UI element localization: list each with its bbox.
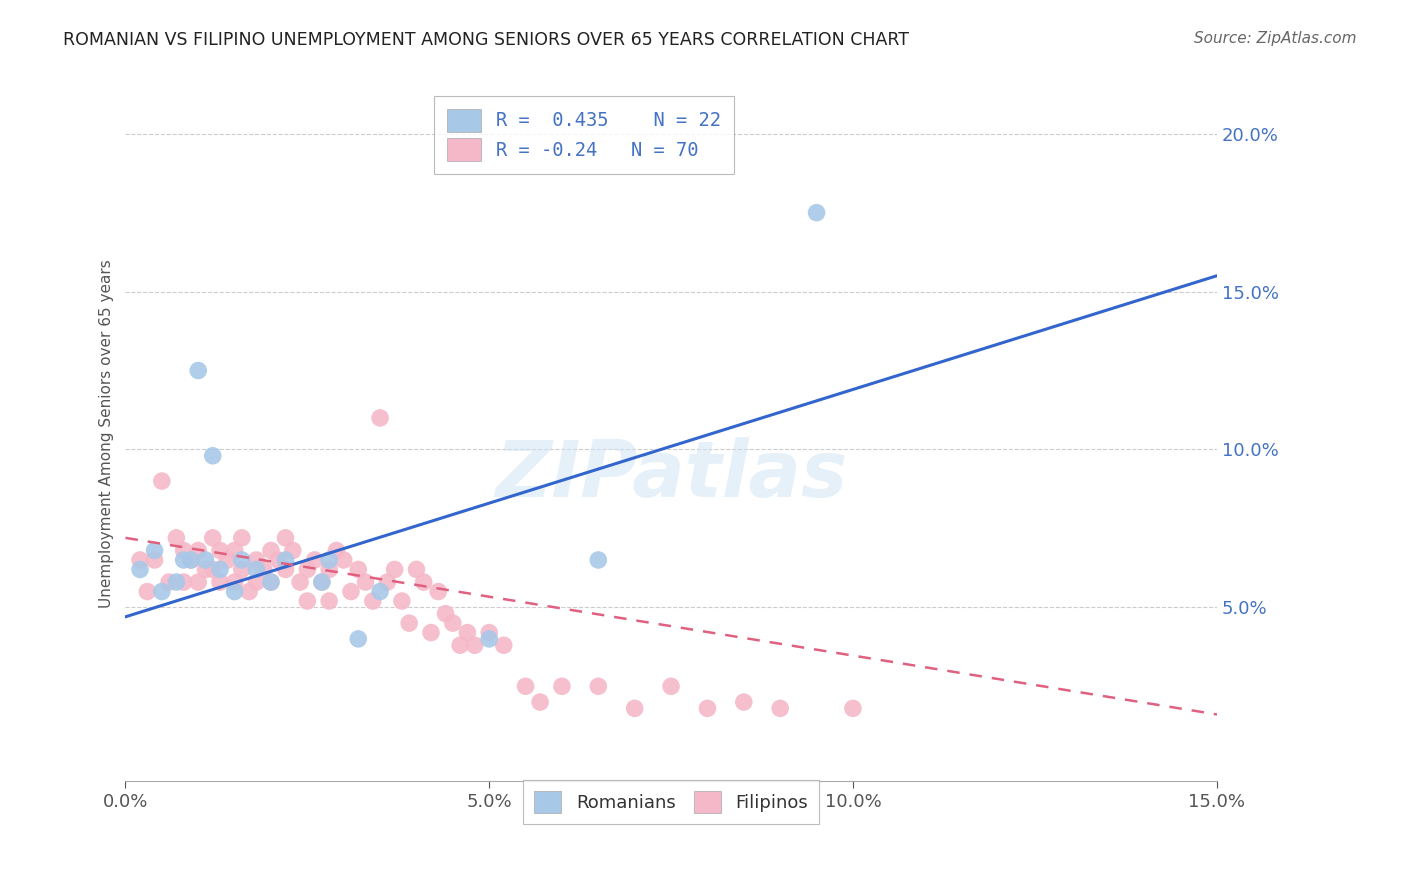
Point [412, 575, 434, 590]
Point [180, 553, 202, 567]
Point [456, 625, 478, 640]
Point [187, 543, 209, 558]
Point [224, 584, 246, 599]
Text: ROMANIAN VS FILIPINO UNEMPLOYMENT AMONG SENIORS OVER 65 YEARS CORRELATION CHART: ROMANIAN VS FILIPINO UNEMPLOYMENT AMONG … [63, 31, 910, 49]
Point [311, 575, 333, 590]
Point [368, 584, 391, 599]
Point [420, 625, 443, 640]
Point [297, 594, 319, 608]
Point [150, 584, 173, 599]
Point [224, 543, 246, 558]
Point [434, 607, 457, 621]
Point [384, 562, 406, 576]
Point [143, 553, 166, 567]
Point [209, 543, 232, 558]
Point [194, 562, 217, 576]
Point [288, 575, 311, 590]
Point [129, 562, 152, 576]
Point [318, 562, 340, 576]
Point [260, 543, 283, 558]
Point [209, 575, 232, 590]
Point [340, 584, 363, 599]
Point [304, 553, 326, 567]
Point [136, 584, 159, 599]
Point [260, 575, 283, 590]
Point [347, 562, 370, 576]
Point [231, 562, 253, 576]
Point [173, 575, 195, 590]
Point [245, 553, 267, 567]
Point [201, 449, 224, 463]
Point [217, 553, 239, 567]
Point [318, 553, 340, 567]
Point [659, 679, 682, 693]
Point [478, 632, 501, 646]
Point [173, 553, 195, 567]
Point [464, 638, 486, 652]
Point [245, 562, 267, 576]
Point [361, 594, 384, 608]
Point [405, 562, 427, 576]
Text: Source: ZipAtlas.com: Source: ZipAtlas.com [1194, 31, 1357, 46]
Point [194, 553, 217, 567]
Point [515, 679, 537, 693]
Point [492, 638, 515, 652]
Point [332, 553, 354, 567]
Legend: Romanians, Filipinos: Romanians, Filipinos [523, 780, 818, 824]
Point [297, 562, 319, 576]
Point [274, 531, 297, 545]
Point [274, 553, 297, 567]
Point [398, 616, 420, 631]
Point [551, 679, 574, 693]
Point [157, 575, 180, 590]
Point [391, 594, 413, 608]
Point [274, 562, 297, 576]
Point [201, 531, 224, 545]
Point [231, 531, 253, 545]
Point [231, 553, 253, 567]
Text: ZIPatlas: ZIPatlas [495, 437, 848, 514]
Point [347, 632, 370, 646]
Point [165, 575, 187, 590]
Point [325, 543, 347, 558]
Y-axis label: Unemployment Among Seniors over 65 years: Unemployment Among Seniors over 65 years [100, 260, 114, 608]
Point [187, 575, 209, 590]
Point [449, 638, 471, 652]
Point [377, 575, 399, 590]
Point [267, 553, 290, 567]
Point [588, 553, 610, 567]
Point [368, 410, 391, 425]
Point [733, 695, 755, 709]
Point [129, 553, 152, 567]
Point [143, 543, 166, 558]
Point [427, 584, 450, 599]
Point [224, 575, 246, 590]
Point [806, 205, 828, 219]
Point [238, 584, 260, 599]
Point [201, 562, 224, 576]
Point [173, 543, 195, 558]
Point [588, 679, 610, 693]
Point [696, 701, 718, 715]
Point [245, 575, 267, 590]
Point [180, 553, 202, 567]
Point [769, 701, 792, 715]
Point [478, 625, 501, 640]
Point [260, 575, 283, 590]
Point [187, 363, 209, 377]
Point [441, 616, 464, 631]
Point [529, 695, 551, 709]
Point [150, 474, 173, 488]
Point [165, 531, 187, 545]
Point [311, 575, 333, 590]
Point [842, 701, 865, 715]
Point [209, 562, 232, 576]
Point [281, 543, 304, 558]
Point [623, 701, 645, 715]
Point [253, 562, 276, 576]
Point [354, 575, 377, 590]
Point [318, 594, 340, 608]
